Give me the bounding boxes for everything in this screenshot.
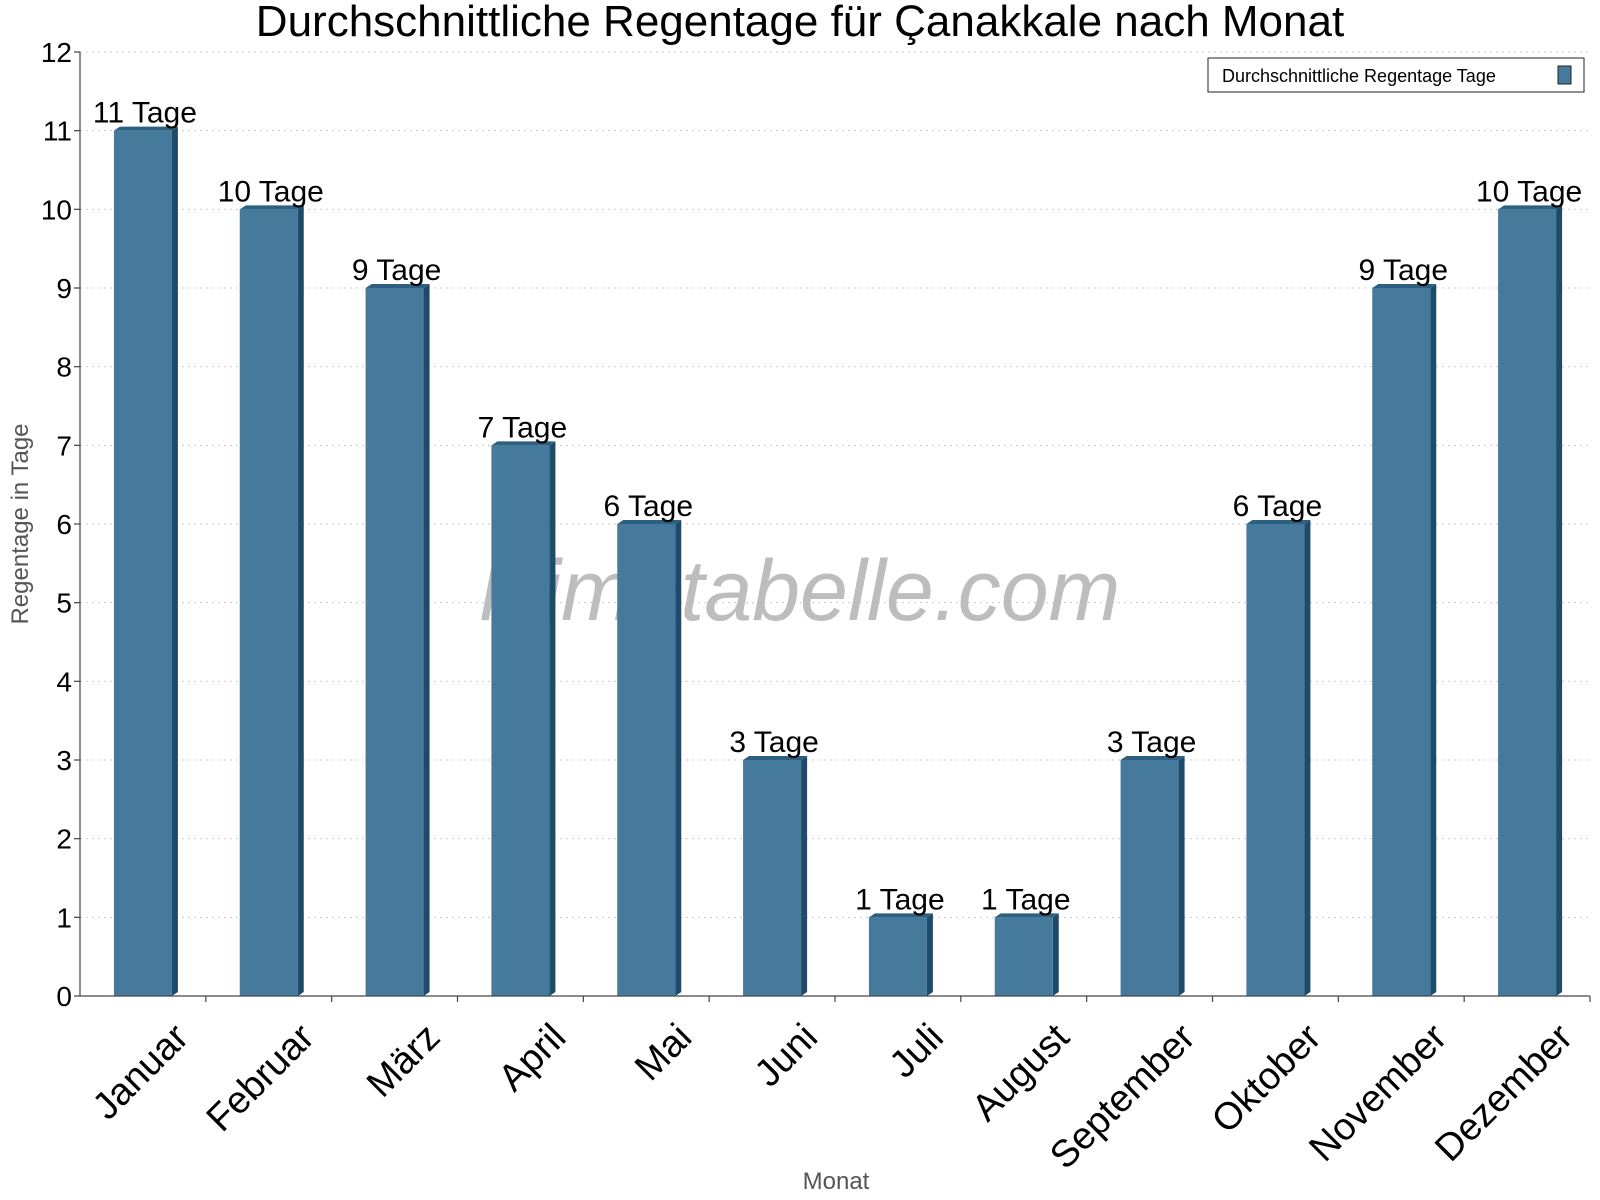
- bar-side: [675, 520, 682, 996]
- y-tick-label: 8: [56, 352, 72, 383]
- data-label: 3 Tage: [1107, 726, 1197, 759]
- x-tick-label: März: [359, 1016, 448, 1105]
- data-label: 3 Tage: [729, 726, 819, 759]
- bar-top: [1120, 756, 1185, 760]
- y-tick-label: 0: [56, 981, 72, 1012]
- bar-side: [297, 205, 304, 997]
- legend-box: [1207, 57, 1585, 93]
- bar-top: [113, 126, 178, 131]
- data-label: 9 Tage: [1358, 254, 1448, 287]
- watermark-text: klimatabelle.com: [480, 543, 1120, 639]
- bar-top: [365, 284, 430, 288]
- y-tick-label: 2: [56, 824, 72, 855]
- bar-top: [868, 913, 933, 918]
- x-tick-label: Dezember: [1427, 1016, 1581, 1170]
- y-tick-label: 12: [41, 37, 72, 68]
- y-tick-label: 3: [56, 745, 72, 776]
- bar: [1120, 760, 1179, 996]
- data-label: 7 Tage: [478, 411, 568, 444]
- y-tick-label: 6: [56, 509, 72, 540]
- y-tick-label: 11: [43, 116, 72, 147]
- bar: [617, 524, 676, 996]
- x-tick-label: Oktober: [1204, 1016, 1330, 1142]
- y-tick-label: 9: [56, 273, 72, 304]
- bar: [113, 130, 172, 996]
- bar-side: [1052, 913, 1059, 996]
- bar-top: [1246, 520, 1311, 524]
- bar-top: [491, 441, 556, 446]
- data-label: 9 Tage: [352, 254, 442, 287]
- bar-top: [994, 913, 1059, 918]
- bars: 11 Tage 10 Tage 9 Tage 7 Tage 6 Tage 3 Tage 1 …: [93, 97, 1582, 997]
- bar-top: [1372, 284, 1437, 288]
- y-tick-label: 1: [56, 902, 72, 933]
- data-label: 6 Tage: [603, 490, 693, 523]
- bar-side: [1556, 205, 1563, 997]
- legend: Durchschnittliche Regentage Tage: [1207, 57, 1585, 93]
- bar-top: [743, 756, 808, 760]
- x-tick-label: Februar: [199, 1016, 323, 1140]
- data-label: 6 Tage: [1233, 490, 1323, 523]
- bar: [868, 917, 927, 996]
- bar: [491, 445, 550, 996]
- bar: [1246, 524, 1305, 996]
- bar-side: [549, 441, 556, 996]
- x-axis-categories: Januar Februar März April Mai Juni Juli AugustS…: [85, 996, 1591, 1177]
- bar-top: [239, 205, 304, 210]
- bar: [1498, 209, 1557, 997]
- bar-side: [171, 126, 178, 996]
- x-tick-label: Januar: [85, 1016, 197, 1128]
- bar-top: [617, 520, 682, 524]
- x-axis-title: Monat: [803, 1168, 870, 1195]
- x-tick-label: Mai: [627, 1016, 700, 1089]
- bar-side: [1430, 284, 1437, 996]
- data-label: 10 Tage: [1476, 175, 1582, 208]
- legend-label: Durchschnittliche Regentage Tage: [1222, 66, 1496, 86]
- bar: [365, 288, 424, 996]
- bar: [239, 209, 298, 997]
- bar-side: [1304, 520, 1311, 996]
- bar-top: [1498, 205, 1563, 210]
- bar: [743, 760, 802, 996]
- bar-side: [1178, 756, 1185, 996]
- data-label: 10 Tage: [218, 175, 324, 208]
- bar: [1372, 288, 1431, 996]
- data-label: 11 Tage: [93, 97, 197, 130]
- bar: [994, 917, 1053, 996]
- data-label: 1 Tage: [981, 883, 1071, 916]
- bar-side: [423, 284, 430, 996]
- y-tick-label: 4: [56, 666, 72, 697]
- data-label: 1 Tage: [855, 883, 945, 916]
- x-tick-label: Juni: [747, 1016, 826, 1095]
- x-tick-label: August: [964, 1016, 1078, 1130]
- x-tick-label: Juli: [882, 1016, 952, 1086]
- y-tick-label: 5: [56, 588, 72, 619]
- bar-side: [801, 756, 808, 996]
- y-tick-label: 10: [41, 194, 72, 225]
- chart-title: Durchschnittliche Regentage für Çanakkal…: [256, 0, 1344, 46]
- y-axis-title: Regentage in Tage: [7, 423, 34, 624]
- bar-side: [926, 913, 933, 996]
- y-tick-label: 7: [56, 430, 72, 461]
- x-tick-label: April: [491, 1016, 574, 1099]
- legend-swatch: [1557, 65, 1572, 85]
- x-tick-label: November: [1301, 1016, 1455, 1170]
